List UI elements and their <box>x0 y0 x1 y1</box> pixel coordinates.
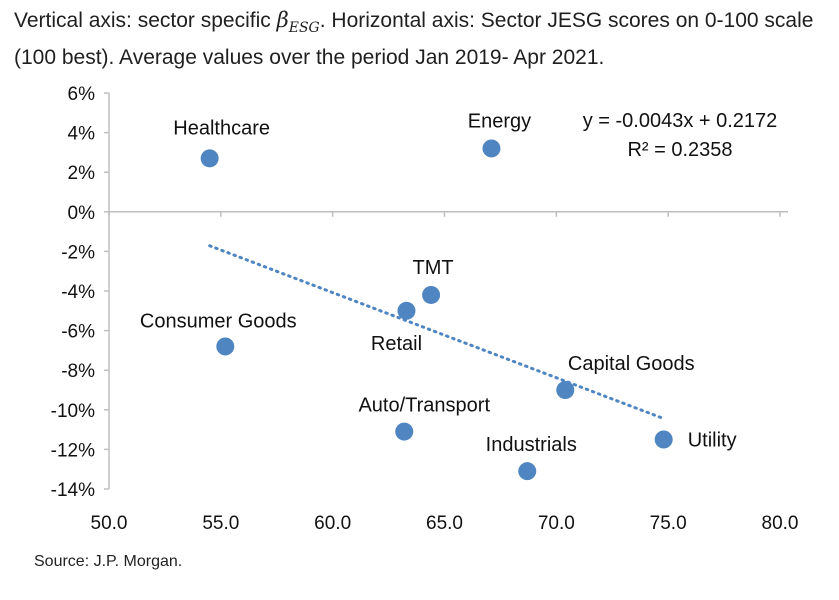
trend-equation: y = -0.0043x + 0.2172 R² = 0.2358 <box>583 110 778 161</box>
trend-r-squared-text: R² = 0.2358 <box>627 139 732 161</box>
trend-equation-text: y = -0.0043x + 0.2172 <box>583 110 778 132</box>
y-tick-label: 2% <box>68 163 96 184</box>
data-point-retail <box>397 301 416 320</box>
data-point-healthcare <box>200 149 219 168</box>
point-label-consumer-goods: Consumer Goods <box>140 310 297 332</box>
x-tick-label: 65.0 <box>426 513 463 534</box>
x-tick-label: 55.0 <box>202 513 239 534</box>
y-tick-label: -4% <box>61 282 95 303</box>
y-tick-label: 4% <box>68 124 96 145</box>
y-tick-label: -14% <box>51 480 95 501</box>
data-point-industrials <box>518 462 537 481</box>
source-note: Source: J.P. Morgan. <box>34 553 183 570</box>
point-label-healthcare: Healthcare <box>173 117 270 139</box>
point-label-retail: Retail <box>371 333 422 355</box>
point-label-auto-transport: Auto/Transport <box>358 395 490 417</box>
beta-esg-symbol: βESG <box>276 8 320 36</box>
point-label-tmt: TMT <box>413 257 454 279</box>
data-point-auto-transport <box>395 422 414 441</box>
x-tick-label: 75.0 <box>650 513 687 534</box>
y-tick-label: -10% <box>51 401 95 422</box>
y-tick-label: 0% <box>68 203 96 224</box>
beta-subscript: ESG <box>288 20 320 37</box>
trendline <box>208 244 666 421</box>
data-point-energy <box>482 139 501 158</box>
y-tick-label: -2% <box>61 242 95 263</box>
point-label-utility: Utility <box>688 430 737 452</box>
y-tick-label: -12% <box>51 440 95 461</box>
x-tick-label: 60.0 <box>314 513 351 534</box>
point-label-industrials: Industrials <box>486 434 577 456</box>
chart-axes: 6% 4% 2% 0% -2% -4% -6% -8% -10% -12% -14% 50.0 55.0… <box>51 84 799 534</box>
point-labels: Healthcare Energy TMT Retail Consumer Goods C… <box>140 110 737 456</box>
y-tick-label: -8% <box>61 361 95 382</box>
data-point-utility <box>654 430 673 449</box>
caption-text-before: Vertical axis: sector specific <box>14 9 277 32</box>
data-point-consumer-goods <box>216 337 235 356</box>
trendline-group <box>208 244 666 421</box>
point-label-capital-goods: Capital Goods <box>568 353 695 375</box>
y-tick-label: -6% <box>61 322 95 343</box>
x-tick-label: 80.0 <box>762 513 799 534</box>
data-point-capital-goods <box>556 381 575 399</box>
data-points <box>200 139 673 481</box>
x-tick-label: 70.0 <box>538 513 575 534</box>
chart-caption: Vertical axis: sector specific βESG. Hor… <box>14 6 829 72</box>
beta-letter: β <box>276 8 289 32</box>
x-tick-label: 50.0 <box>91 513 128 534</box>
caption-text-after: . Horizontal axis: Sector JESG scores on… <box>14 9 814 70</box>
data-point-tmt <box>422 285 441 304</box>
y-tick-label: 6% <box>68 84 96 105</box>
point-label-energy: Energy <box>468 110 531 132</box>
